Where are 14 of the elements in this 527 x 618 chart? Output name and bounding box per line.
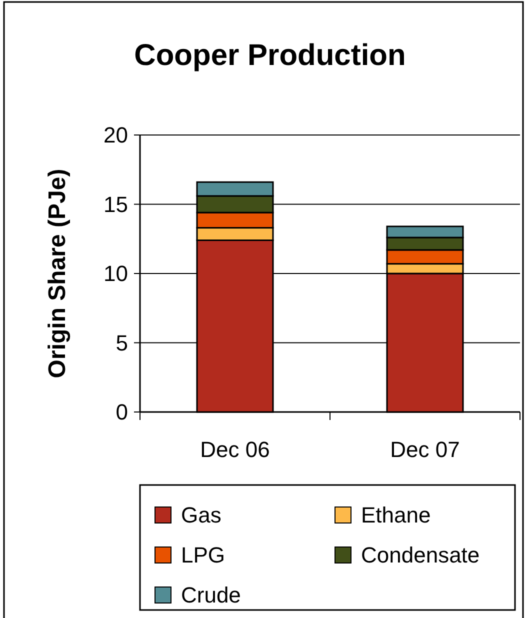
legend-label: Condensate: [361, 542, 480, 568]
x-tick-label: Dec 06: [200, 437, 270, 462]
legend-label: LPG: [181, 542, 226, 568]
y-tick-label: 10: [104, 261, 128, 286]
y-tick-label: 0: [116, 400, 128, 425]
legend-label: Gas: [181, 502, 222, 528]
x-tick-label: Dec 07: [390, 437, 460, 462]
y-tick-label: 15: [104, 192, 128, 217]
legend-label: Crude: [181, 582, 241, 608]
y-tick-label: 20: [104, 122, 128, 148]
y-axis-title: Origin Share (PJe): [44, 168, 71, 378]
legend-label: Ethane: [361, 502, 431, 528]
y-tick-label: 5: [116, 330, 128, 356]
chart-title: Cooper Production: [134, 39, 406, 72]
